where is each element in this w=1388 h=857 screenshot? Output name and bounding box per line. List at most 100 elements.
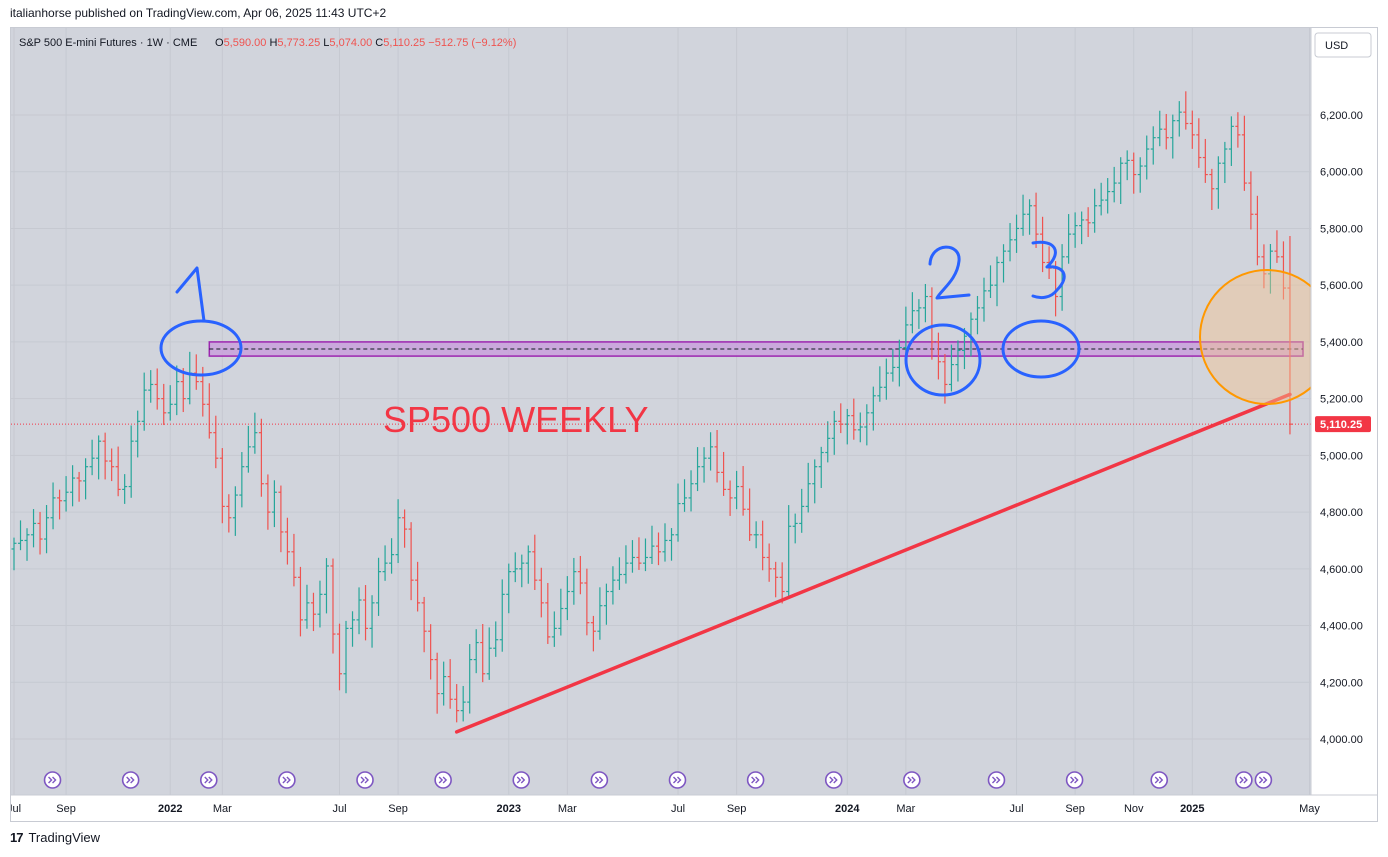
price-bar xyxy=(1183,91,1189,130)
price-bar xyxy=(1261,244,1267,289)
event-marker-ring xyxy=(278,771,296,789)
price-bar xyxy=(1241,115,1247,191)
price-bar xyxy=(1033,192,1039,248)
price-bar xyxy=(896,339,902,387)
event-marker-glyph xyxy=(126,776,135,784)
price-bar xyxy=(297,566,303,637)
price-bar xyxy=(903,306,909,357)
event-marker-glyph xyxy=(204,776,213,784)
time-tick-label: Sep xyxy=(56,803,76,815)
price-bar xyxy=(252,412,258,454)
price-bar xyxy=(655,532,661,566)
event-marker-icon[interactable] xyxy=(278,771,296,789)
price-bar xyxy=(180,368,186,413)
price-bar xyxy=(714,429,720,483)
event-marker-icon[interactable] xyxy=(987,771,1006,789)
event-marker-icon[interactable] xyxy=(590,771,609,789)
footer-brand[interactable]: TradingView xyxy=(28,830,101,845)
price-bar xyxy=(258,418,264,497)
event-marker-icon[interactable] xyxy=(903,771,921,789)
event-marker-ring xyxy=(512,771,531,789)
price-bar xyxy=(454,684,460,723)
event-marker-icon[interactable] xyxy=(121,771,140,789)
ohlc-value: C xyxy=(372,37,383,49)
price-bar xyxy=(642,538,648,572)
price-bar xyxy=(831,410,837,455)
price-bar xyxy=(193,354,199,390)
currency-button[interactable]: USD xyxy=(1314,32,1372,58)
price-bar xyxy=(1092,188,1098,233)
price-bar xyxy=(1131,152,1137,194)
price-bar xyxy=(584,568,590,636)
price-bar xyxy=(1163,113,1169,150)
event-marker-icon[interactable] xyxy=(1254,771,1273,789)
event-marker-icon[interactable] xyxy=(356,771,374,789)
price-bar xyxy=(1209,168,1215,210)
price-axis: 6,200.00 6,000.00 5,800.00 5,600.00 5,400.00… xyxy=(1310,28,1377,795)
time-tick-label: Jul xyxy=(11,803,21,815)
event-marker-icon[interactable] xyxy=(43,771,62,789)
event-marker-glyph xyxy=(516,776,526,784)
event-marker-icon[interactable] xyxy=(1065,771,1084,789)
price-bar xyxy=(415,561,421,612)
price-bar xyxy=(545,582,551,644)
event-marker-ring xyxy=(1150,771,1169,789)
price-bar xyxy=(1040,216,1046,273)
tradingview-logo-icon: 17 xyxy=(10,830,24,845)
event-marker-icon[interactable] xyxy=(434,771,452,789)
time-tick-label: Nov xyxy=(1124,803,1144,815)
price-bar xyxy=(779,562,785,604)
price-tick-label: 5,000.00 xyxy=(1320,450,1363,462)
price-bar xyxy=(1085,207,1091,237)
price-tick-label: 5,800.00 xyxy=(1320,223,1363,235)
price-bar xyxy=(883,358,889,400)
event-marker-glyph xyxy=(360,776,369,784)
price-bar xyxy=(818,446,824,488)
event-marker-icon[interactable] xyxy=(746,771,765,789)
price-tick-label: 5,200.00 xyxy=(1320,394,1363,406)
event-marker-glyph xyxy=(1154,776,1164,784)
price-chart[interactable]: 6,200.00 6,000.00 5,800.00 5,600.00 5,400.00… xyxy=(11,28,1378,822)
price-bar xyxy=(154,368,160,410)
price-bar xyxy=(616,557,622,590)
event-marker-icon[interactable] xyxy=(824,771,843,789)
price-bar xyxy=(851,398,857,440)
event-marker-ring xyxy=(43,771,62,789)
event-marker-icon[interactable] xyxy=(512,771,531,789)
event-marker-ring xyxy=(1235,771,1253,789)
price-bar xyxy=(766,543,772,582)
time-tick-label: May xyxy=(1299,803,1320,815)
price-bar xyxy=(922,283,928,323)
price-bar xyxy=(50,482,56,530)
event-marker-icon[interactable] xyxy=(199,771,218,789)
price-bar xyxy=(760,520,766,571)
price-bar xyxy=(1144,135,1150,180)
event-marker-ring xyxy=(1254,771,1273,789)
price-bar xyxy=(786,505,792,598)
time-tick-label: Jul xyxy=(332,803,346,815)
event-marker-icon[interactable] xyxy=(668,771,687,789)
event-marker-icon[interactable] xyxy=(1150,771,1169,789)
event-marker-ring xyxy=(356,771,374,789)
price-bar xyxy=(1202,138,1208,183)
price-bar xyxy=(337,623,342,691)
price-bar xyxy=(31,509,37,548)
time-tick-label: Sep xyxy=(1065,803,1085,815)
event-marker-ring xyxy=(824,771,843,789)
event-marker-ring xyxy=(590,771,609,789)
event-marker-icon[interactable] xyxy=(1235,771,1253,789)
price-bar xyxy=(773,561,779,598)
price-bar xyxy=(1235,112,1241,148)
price-tick-label: 5,600.00 xyxy=(1320,280,1363,292)
price-bar xyxy=(18,520,24,551)
event-marker-ring xyxy=(199,771,218,789)
footer: 17 TradingView xyxy=(10,830,100,845)
price-bar xyxy=(1066,214,1072,264)
price-bar xyxy=(1254,195,1260,266)
price-bar xyxy=(382,545,388,581)
price-bar xyxy=(708,432,714,471)
annotation-circle-3 xyxy=(1001,319,1081,379)
price-bar xyxy=(1072,212,1078,248)
price-bar xyxy=(740,466,746,516)
event-marker-glyph xyxy=(672,776,682,784)
